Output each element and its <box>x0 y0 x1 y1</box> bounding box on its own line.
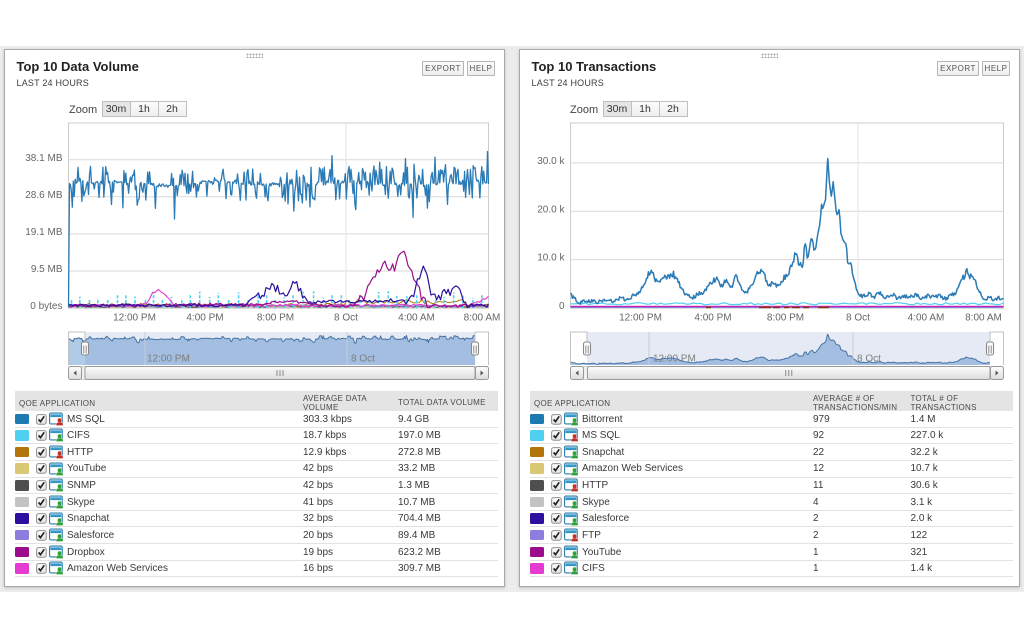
svg-text:8:00 AM: 8:00 AM <box>464 313 501 324</box>
svg-text:12:00 PM: 12:00 PM <box>113 313 156 324</box>
svg-text:10.0 k: 10.0 k <box>537 253 565 264</box>
svg-text:38.1 MB: 38.1 MB <box>25 153 63 164</box>
svg-text:8 Oct: 8 Oct <box>857 354 881 365</box>
svg-text:8:00 PM: 8:00 PM <box>257 313 294 324</box>
svg-text:9.5 MB: 9.5 MB <box>31 264 63 275</box>
svg-text:12:00 PM: 12:00 PM <box>147 354 190 365</box>
svg-text:8:00 PM: 8:00 PM <box>767 313 804 324</box>
svg-text:8 Oct: 8 Oct <box>846 313 870 324</box>
svg-text:12:00 PM: 12:00 PM <box>619 313 662 324</box>
svg-text:8:00 AM: 8:00 AM <box>965 313 1002 324</box>
svg-text:4:00 AM: 4:00 AM <box>908 313 945 324</box>
svg-text:12:00 PM: 12:00 PM <box>653 354 696 365</box>
svg-text:4:00 PM: 4:00 PM <box>186 313 223 324</box>
svg-text:4:00 AM: 4:00 AM <box>398 313 435 324</box>
svg-text:8 Oct: 8 Oct <box>351 354 375 365</box>
svg-text:30.0 k: 30.0 k <box>537 156 565 167</box>
svg-text:20.0 k: 20.0 k <box>537 204 565 215</box>
svg-text:28.6 MB: 28.6 MB <box>25 190 63 201</box>
svg-text:19.1 MB: 19.1 MB <box>25 227 63 238</box>
svg-text:0 bytes: 0 bytes <box>30 301 62 312</box>
svg-text:4:00 PM: 4:00 PM <box>694 313 731 324</box>
svg-text:8 Oct: 8 Oct <box>334 313 358 324</box>
svg-text:0: 0 <box>559 301 565 312</box>
